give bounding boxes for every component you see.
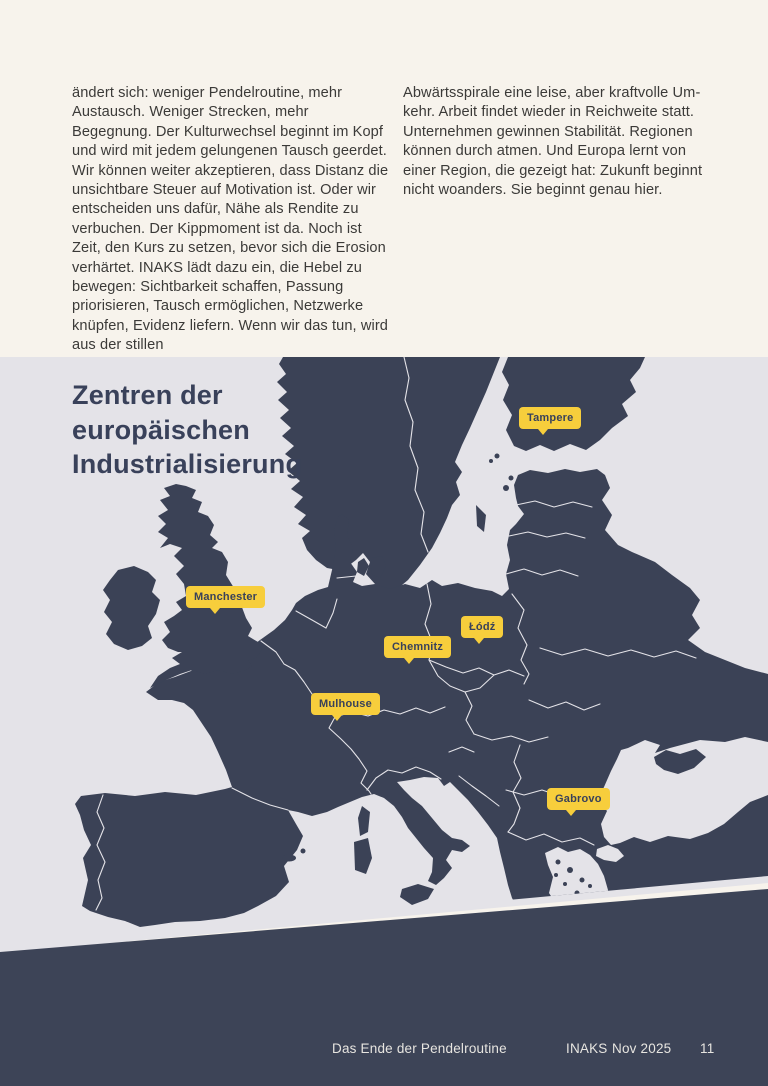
city-label-tampere: Tampere bbox=[519, 407, 582, 435]
article-column-right: Abwärtsspirale eine leise, aber kraftvol… bbox=[403, 85, 703, 199]
city-name: Łódź bbox=[469, 621, 496, 633]
city-label-mulhouse: Mulhouse bbox=[311, 693, 380, 721]
city-label-gabrovo: Gabrovo bbox=[547, 788, 610, 816]
footer-article-title: Das Ende der Pendelroutine bbox=[332, 1041, 507, 1056]
city-label-chemnitz: Chemnitz bbox=[384, 636, 452, 664]
article-column-left: ändert sich: weniger Pendelroutine, mehr… bbox=[72, 85, 389, 354]
city-label-lodz: Łódź bbox=[461, 616, 504, 644]
city-label-manchester: Manchester bbox=[186, 586, 266, 614]
footer-date: Nov 2025 bbox=[612, 1041, 672, 1056]
city-name: Manchester bbox=[194, 591, 258, 603]
footer-page-number: 11 bbox=[700, 1041, 715, 1056]
footer-band bbox=[0, 889, 768, 1086]
islands-over-sea bbox=[554, 749, 706, 896]
city-name: Gabrovo bbox=[555, 793, 602, 805]
footer-publication: INAKS bbox=[566, 1041, 608, 1056]
map-title: Zentren der europäischen Industrialisier… bbox=[72, 380, 303, 479]
city-name: Chemnitz bbox=[392, 641, 444, 653]
city-name: Mulhouse bbox=[319, 698, 372, 710]
city-name: Tampere bbox=[527, 412, 574, 424]
